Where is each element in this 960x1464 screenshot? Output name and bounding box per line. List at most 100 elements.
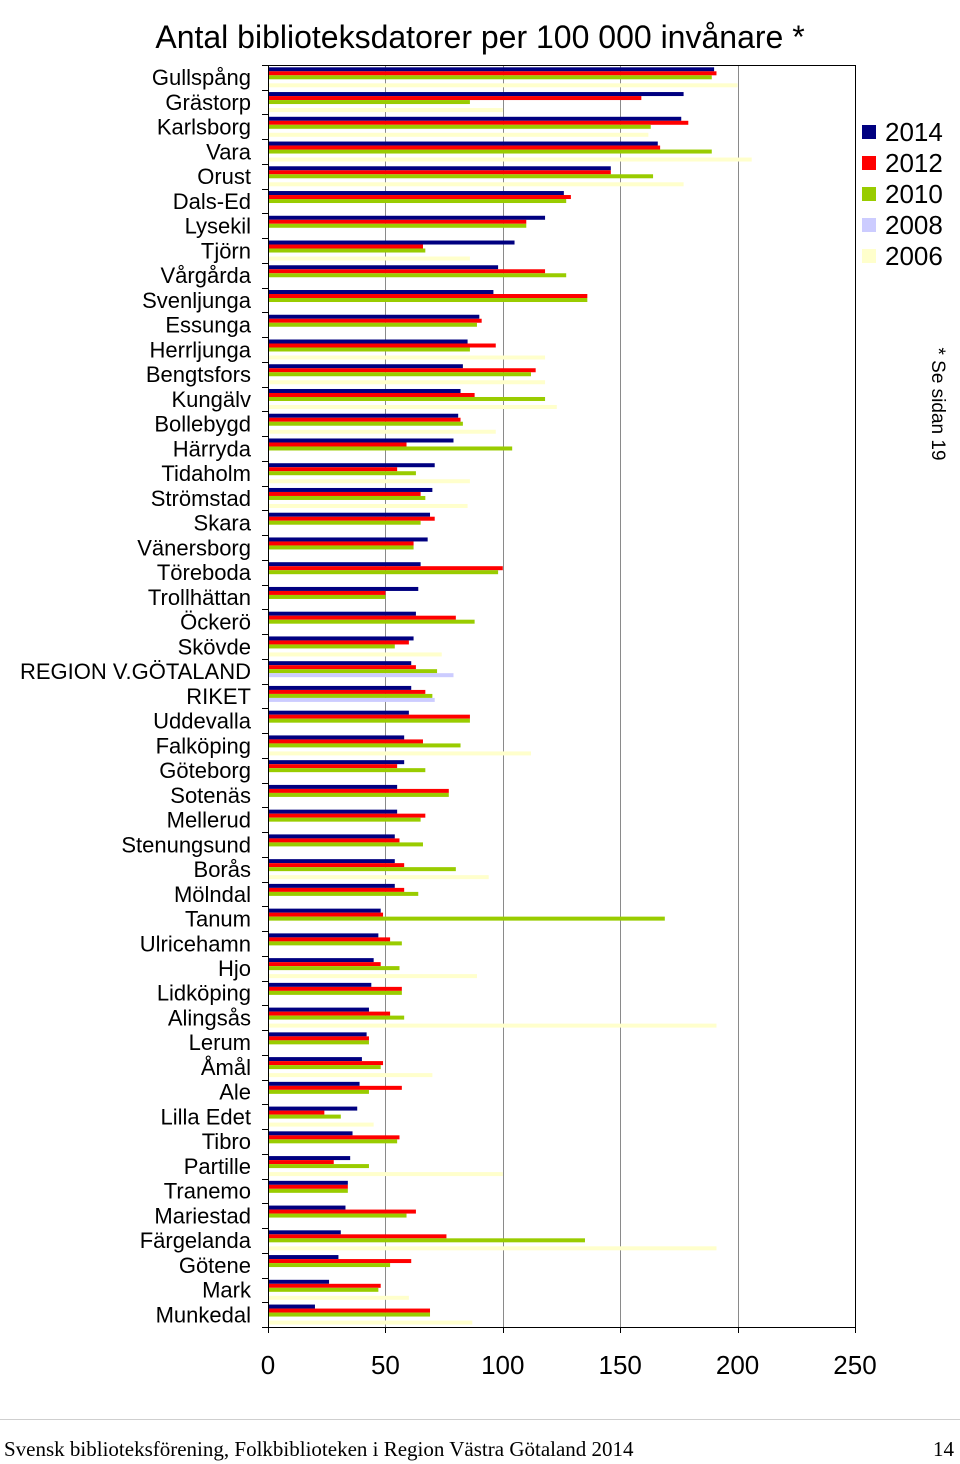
bar-2010-row-29 [268, 768, 426, 773]
category-label: Åmål [201, 1055, 251, 1080]
bar-2014-row-4 [268, 141, 658, 146]
category-label: Mark [202, 1278, 252, 1303]
bar-2006-row-1 [268, 83, 738, 88]
bar-2010-row-22 [268, 594, 386, 599]
bar-2014-row-18 [268, 487, 433, 492]
bar-2010-row-45 [268, 1164, 369, 1169]
bar-2012-row-44 [268, 1135, 400, 1140]
bar-2010-row-15 [268, 421, 463, 426]
bar-2014-row-49 [268, 1255, 339, 1260]
bar-2014-row-7 [268, 215, 546, 220]
bar-2010-row-18 [268, 495, 426, 500]
bar-2006-row-2 [268, 108, 503, 113]
category-label: Lidköping [157, 981, 251, 1006]
bar-2012-row-19 [268, 516, 435, 521]
bar-2012-row-28 [268, 739, 423, 744]
category-label: RIKET [186, 684, 251, 709]
bar-2014-row-11 [268, 314, 480, 319]
bar-2012-row-27 [268, 714, 470, 719]
bar-2012-row-12 [268, 343, 496, 348]
chart-title: Antal biblioteksdatorer per 100 000 invå… [155, 19, 804, 55]
bar-2010-row-8 [268, 248, 426, 253]
axes [262, 65, 856, 1333]
x-tick-label: 150 [599, 1350, 642, 1380]
bar-2006-row-15 [268, 429, 496, 434]
bar-2014-row-51 [268, 1304, 315, 1309]
category-label: Ale [219, 1080, 251, 1105]
category-label: Dals-Ed [173, 189, 251, 214]
bar-2006-row-4 [268, 157, 752, 162]
bar-2012-row-9 [268, 269, 546, 274]
bar-2014-row-28 [268, 735, 405, 740]
category-label: Mellerud [167, 808, 251, 833]
bar-2010-row-2 [268, 100, 470, 105]
bar-2012-row-39 [268, 1011, 391, 1016]
category-label: Falköping [156, 733, 251, 758]
bar-2010-row-32 [268, 842, 423, 847]
category-label: Strömstad [151, 486, 251, 511]
legend-swatch-2008 [862, 218, 876, 232]
bar-2006-row-14 [268, 404, 557, 409]
category-labels: GullspångGrästorpKarlsborgVaraOrustDals-… [20, 65, 252, 1327]
bar-2012-row-49 [268, 1259, 412, 1264]
bar-2014-row-47 [268, 1205, 346, 1210]
x-tick-label: 100 [481, 1350, 524, 1380]
bar-2006-row-39 [268, 1023, 717, 1028]
category-label: Skövde [178, 634, 251, 659]
category-label: Skara [194, 511, 252, 536]
category-label: Uddevalla [153, 709, 252, 734]
bar-2010-row-7 [268, 223, 527, 228]
bar-2012-row-2 [268, 96, 642, 101]
bar-2014-row-39 [268, 1007, 369, 1012]
bar-2006-row-18 [268, 503, 468, 508]
bar-2012-row-17 [268, 467, 398, 472]
bar-2014-row-38 [268, 982, 372, 987]
bar-2012-row-36 [268, 937, 391, 942]
bar-2010-row-50 [268, 1287, 379, 1292]
category-label: Sotenäs [170, 783, 251, 808]
category-label: Tidaholm [161, 461, 251, 486]
bar-2012-row-46 [268, 1184, 348, 1189]
bar-2012-row-48 [268, 1234, 447, 1239]
category-label: Härryda [173, 436, 252, 461]
x-tick-label: 0 [261, 1350, 275, 1380]
category-label: Götene [179, 1253, 251, 1278]
bar-2014-row-6 [268, 191, 564, 196]
bar-2014-row-12 [268, 339, 468, 344]
category-label: Öckerö [180, 610, 251, 635]
legend-swatch-2012 [862, 156, 876, 170]
bar-2012-row-51 [268, 1308, 431, 1313]
category-label: Färgelanda [140, 1228, 252, 1253]
page-number: 14 [933, 1437, 954, 1461]
category-label: Svenljunga [142, 288, 252, 313]
bar-2014-row-22 [268, 586, 419, 591]
bar-2012-row-7 [268, 219, 527, 224]
legend-label-2008: 2008 [885, 210, 943, 240]
bar-2008-row-25 [268, 673, 454, 678]
bar-2012-row-43 [268, 1110, 325, 1115]
legend-label-2010: 2010 [885, 179, 943, 209]
bar-2010-row-38 [268, 990, 402, 995]
bar-2012-row-14 [268, 392, 475, 397]
legend-swatch-2010 [862, 187, 876, 201]
category-label: Lysekil [185, 214, 251, 239]
category-label: Essunga [165, 313, 251, 338]
bar-2014-row-44 [268, 1131, 353, 1136]
legend-swatch-2014 [862, 125, 876, 139]
bar-2010-row-42 [268, 1089, 369, 1094]
bar-2014-row-23 [268, 611, 416, 616]
category-label: Hjo [218, 956, 251, 981]
bar-2006-row-41 [268, 1073, 433, 1078]
bar-2006-row-3 [268, 132, 649, 137]
bar-2006-row-50 [268, 1295, 409, 1300]
bar-2014-row-29 [268, 760, 405, 765]
bar-2010-row-43 [268, 1114, 341, 1119]
category-label: REGION V.GÖTALAND [20, 659, 251, 684]
bar-chart: Antal biblioteksdatorer per 100 000 invå… [20, 19, 948, 1380]
bar-2014-row-8 [268, 240, 515, 245]
bar-2012-row-40 [268, 1036, 369, 1041]
bar-2012-row-20 [268, 541, 414, 546]
category-label: Vänersborg [137, 535, 251, 560]
category-label: Trollhättan [148, 585, 251, 610]
bar-2008-row-26 [268, 697, 435, 702]
